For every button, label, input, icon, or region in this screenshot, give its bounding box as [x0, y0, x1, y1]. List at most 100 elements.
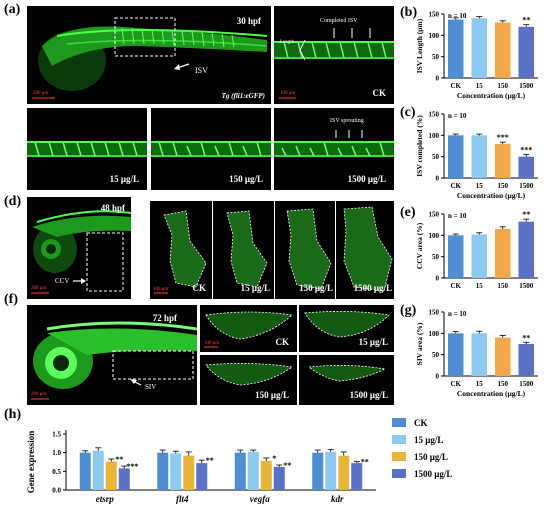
scale-bar-label-d: 200 μm [31, 286, 47, 291]
ck-label-a: CK [372, 88, 387, 98]
bar [471, 135, 488, 178]
bar [118, 468, 130, 490]
bar [157, 452, 169, 490]
bar [471, 333, 488, 376]
y-tick-label: 50 [432, 351, 440, 359]
tg-body: (fli1:eGFP) [231, 92, 265, 100]
isv-150-image: 150 μg/L [151, 108, 271, 190]
y-axis-label: SIV area (%) [415, 322, 424, 365]
chart-c: (c) n = 10 0 50 100 150 CK 15 *** 150 *** 1500 Conce… [398, 100, 550, 200]
chart-b: (b) n = 10 0 50 100 150 CK 15 150 ** 1500 Concentra… [398, 0, 550, 100]
x-tick-label: vegfa [250, 494, 270, 504]
n-label: n = 10 [448, 212, 467, 220]
isv-ck-image: Completed ISV Length CK 100 μm [274, 6, 394, 104]
bar [471, 234, 488, 278]
y-tick-label: 0 [436, 275, 440, 283]
time-label-30hpf: 30 hpf [236, 16, 261, 26]
bar [494, 228, 511, 278]
y-tick-label: 0 [436, 75, 440, 83]
significance-mark: ** [283, 461, 291, 470]
x-tick-label: 150 [498, 82, 509, 90]
x-tick-label: 15 [476, 82, 484, 90]
legend-label: CK [414, 418, 428, 428]
chart-c-svg: (c) n = 10 0 50 100 150 CK 15 *** 150 *** 1500Conce… [400, 105, 538, 200]
legend-swatch [392, 452, 406, 461]
completed-isv-label: Completed ISV [320, 18, 358, 24]
y-tick-label: 150 [429, 11, 440, 19]
time-label-48hpf: 48 hpf [100, 203, 125, 213]
y-tick-label: 0 [436, 175, 440, 183]
zebrafish-30hpf-image: 30 hpf ISV Tg (fli1:eGFP) 200 μm [27, 6, 271, 104]
bar [518, 344, 535, 376]
chart-h: (h) 0.0 0.5 1.0 1.5 ** *** etsrp ** flt4 * ** vegfa *… [0, 406, 550, 520]
bar [170, 453, 182, 490]
panel-d-letter: (d) [4, 194, 22, 209]
y-tick-label: 50 [432, 153, 440, 161]
bar [338, 455, 350, 490]
y-tick-label: 1.5 [52, 431, 61, 439]
length-label: Length [280, 40, 295, 45]
c1500-label-d: 1500 μg/L [353, 283, 392, 293]
zebrafish-48hpf-image: 48 hpf CCV 200 μm [27, 197, 131, 299]
y-tick-label: 1.0 [52, 449, 61, 457]
x-tick-label: CK [451, 380, 462, 388]
x-tick-label: 150 [498, 282, 509, 290]
chart-e: (e) n = 10 0 50 100 150 CK 15 150 ** 1500 CCV area … [398, 200, 550, 298]
c15-label-d: 15 μg/L [240, 283, 270, 293]
x-axis-label: Concentration (μg/L) [457, 389, 526, 398]
bar [312, 452, 324, 490]
y-axis-label: ISV Length (μm) [415, 18, 424, 73]
bar [351, 463, 363, 490]
ccv-1500-image: 1500 μg/L [336, 201, 394, 299]
y-tick-label: 150 [429, 111, 440, 119]
c15-label-f: 15 μg/L [358, 337, 388, 347]
significance-mark: ** [115, 455, 123, 464]
scale-bar-label-d2: 100 μm [153, 287, 169, 292]
scale-bar-label-2: 100 μm [280, 91, 296, 96]
bar [494, 337, 511, 376]
ccv-ck-image: CK 100 μm [150, 201, 212, 299]
siv-ck-image: CK 100 μm [200, 305, 297, 352]
c1500-label-f: 1500 μg/L [349, 390, 388, 400]
c15-label-a: 15 μg/L [109, 174, 139, 184]
x-axis-label: Concentration (μg/L) [457, 191, 526, 200]
x-tick-label: 150 [498, 182, 509, 190]
bar [273, 466, 285, 490]
x-tick-label: 1500 [519, 82, 534, 90]
ck-label-f: CK [275, 337, 290, 347]
sprouting-label: ISV sprouting [330, 118, 364, 124]
chart-e-svg: (e) n = 10 0 50 100 150 CK 15 150 ** 1500 CCV area … [400, 205, 538, 290]
bar [260, 460, 272, 490]
bar [79, 452, 91, 490]
significance-mark: ** [361, 458, 369, 467]
legend-swatch [392, 469, 406, 478]
time-label-72hpf: 72 hpf [152, 313, 177, 323]
significance-mark: ** [522, 16, 530, 25]
chart-h-svg: (h)0.00.51.01.5*****etsrp**flt4***vegfa*… [4, 407, 452, 504]
bar [447, 135, 464, 178]
significance-mark: *** [126, 462, 138, 471]
x-tick-label: 1500 [519, 380, 534, 388]
panel-f-letter: (f) [4, 292, 18, 307]
bar [247, 451, 259, 490]
c1500-label-a: 1500 μg/L [347, 174, 386, 184]
siv-15-image: 15 μg/L [299, 305, 394, 352]
x-tick-label: CK [451, 82, 462, 90]
bar [447, 19, 464, 78]
bar [105, 461, 117, 490]
bar [471, 18, 488, 78]
bar [494, 22, 511, 78]
x-tick-label: 150 [498, 380, 509, 388]
panel-a-letter: (a) [4, 2, 21, 17]
legend-label: 15 μg/L [414, 435, 443, 445]
significance-mark: ** [206, 456, 214, 465]
scale-bar-label: 200 μm [33, 91, 49, 96]
y-tick-label: 50 [432, 253, 440, 261]
ccv-label: CCV [55, 277, 70, 285]
x-tick-label: 1500 [519, 182, 534, 190]
bar [92, 450, 104, 490]
significance-mark: ** [522, 210, 530, 219]
bar [518, 26, 535, 78]
panel-c-letter: (c) [400, 105, 416, 120]
c150-label-a: 150 μg/L [229, 174, 263, 184]
